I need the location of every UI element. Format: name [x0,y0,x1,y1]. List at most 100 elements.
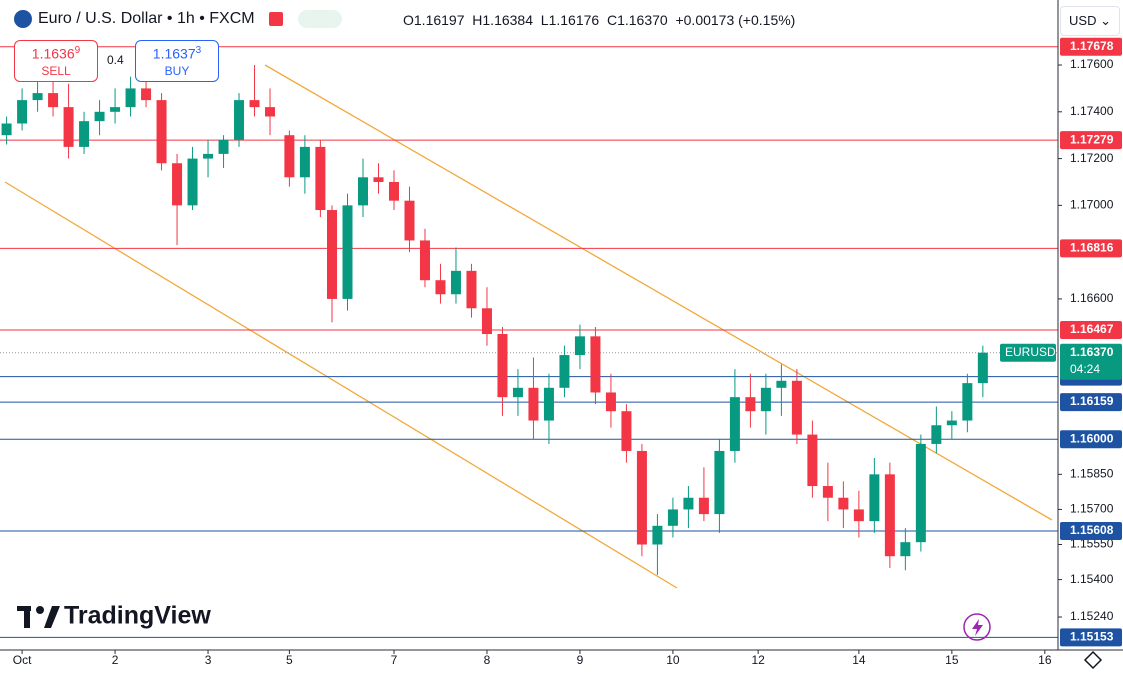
symbol-header[interactable]: Euro / U.S. Dollar • 1h • FXCM [14,10,342,28]
sell-label: SELL [41,63,71,78]
spread: 0.4 [107,53,124,67]
candle-body [621,411,632,451]
candle-body [853,509,864,522]
buy-button[interactable]: 1.16373 BUY [135,40,219,82]
level-label: 1.16000 [1070,431,1114,445]
candles [1,53,988,575]
candle-body [760,387,771,412]
y-tick-label: 1.15850 [1070,467,1114,481]
candle-body [450,270,461,295]
candle-body [94,111,105,122]
candle-body [125,88,136,108]
candle-body [187,158,198,206]
axes: 1.17600 1.17400 1.17200 1.17000 1.16600 1.158… [13,37,1122,667]
candle-body [977,352,988,384]
y-tick-label: 1.17200 [1070,151,1114,165]
x-tick-label: 2 [112,653,119,667]
channel-lower [4,181,678,589]
currency-select[interactable]: USD ⌄ [1060,6,1120,36]
y-tick-label: 1.15700 [1070,502,1114,516]
brand: TradingView [64,602,211,630]
last-price-tag [1060,343,1122,380]
y-tick-label: 1.17600 [1070,57,1114,71]
alert-icon[interactable] [963,613,991,641]
y-tick-label: 1.17400 [1070,104,1114,118]
candle-body [652,525,663,545]
candle-body [32,93,43,101]
y-tick-label: 1.15550 [1070,537,1114,551]
candle-body [915,443,926,543]
candle-body [110,107,121,112]
channel-upper [264,64,1053,521]
candle-body [17,100,28,124]
candle-body [698,497,709,515]
buy-price: 1.1637 [152,45,196,62]
brand-logo [17,606,60,628]
x-tick-label: 5 [286,653,293,667]
candle-body [869,474,880,522]
y-tick-label: 1.17000 [1070,198,1114,212]
candle-body [404,200,415,241]
level-label: 1.16816 [1070,241,1114,255]
alert-icon-bolt [972,619,983,636]
candle-body [141,88,152,101]
candle-body [481,308,492,335]
high-value: H1.16384 [472,12,533,28]
candle-body [605,392,616,412]
candle-body [48,93,59,108]
candle-body [497,334,508,398]
level-tag [1060,521,1122,540]
level-label: 1.15153 [1070,630,1114,644]
candle-body [838,497,849,510]
candle-body [776,380,787,388]
level-tag [1060,131,1122,150]
last-price-label: 1.16370 [1070,345,1114,359]
level-tag [1060,628,1122,647]
candle-body [373,177,384,182]
level-tag [1060,239,1122,258]
x-tick-label: 12 [751,653,765,667]
candle-body [667,509,678,526]
candle-body [419,240,430,281]
sell-button[interactable]: 1.16369 SELL [14,40,98,82]
buy-label: BUY [164,63,190,78]
level-label: 1.17678 [1070,39,1114,53]
x-tick-label: Oct [13,653,32,667]
level-tag [1060,430,1122,449]
candle-body [946,420,957,426]
candle-body [745,397,756,412]
y-tick-label: 1.16600 [1070,291,1114,305]
candle-body [528,387,539,421]
candle-body [218,139,229,154]
x-tick-label: 7 [391,653,398,667]
symbol-label: EURUSD [1005,345,1056,359]
change-value: +0.00173 (+0.15%) [675,12,796,28]
status-pill [297,10,342,28]
candle-body [156,100,167,164]
red-marker [269,12,284,26]
sell-price: 1.1636 [31,45,75,62]
candle-body [203,153,214,159]
candle-body [234,100,245,140]
x-tick-label: 16 [1038,653,1052,667]
candle-body [636,450,647,545]
candle-body [435,280,446,295]
candle-body [249,100,260,108]
low-value: L1.16176 [540,12,600,28]
candle-body [729,397,740,451]
candle-body [791,380,802,435]
currency: USD [1069,13,1097,28]
candle-body [79,121,90,147]
x-tick-label: 9 [577,653,584,667]
y-tick-label: 1.15240 [1070,609,1114,623]
buy-pip: 3 [195,45,202,56]
open-value: O1.16197 [403,12,465,28]
level-label: 1.15608 [1070,523,1114,537]
settings-icon[interactable] [1083,650,1103,670]
candle-body [590,336,601,393]
candle-body [265,107,276,117]
candle-body [807,434,818,487]
ohlc-legend: O1.16197 H1.16384 L1.16176 C1.16370 +0.0… [403,12,795,28]
